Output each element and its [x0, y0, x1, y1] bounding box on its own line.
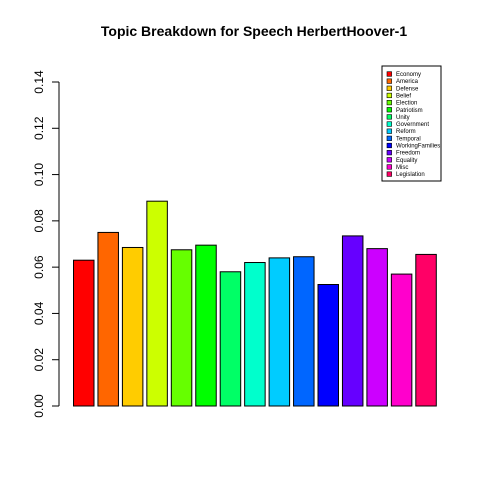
bars: [73, 200, 437, 407]
legend-item-workingfamilies: WorkingFamilies: [396, 144, 440, 150]
bar-unity: [219, 271, 242, 407]
legend-swatch: [386, 92, 392, 99]
legend-item-economy: Economy: [396, 72, 421, 78]
legend-item-misc: Misc: [396, 165, 408, 171]
legend-item-government: Government: [396, 122, 429, 128]
legend-swatch: [386, 85, 392, 91]
legend-item-defense: Defense: [396, 86, 419, 92]
legend-swatch: [386, 78, 392, 84]
legend-item-freedom: Freedom: [396, 151, 420, 157]
y-tick-label: 0.06: [32, 255, 46, 279]
legend-item-america: America: [396, 79, 419, 85]
legend-swatch: [386, 171, 392, 177]
bar-misc: [390, 273, 413, 407]
bar-temporal: [293, 256, 315, 407]
y-tick-label: 0.02: [32, 348, 46, 372]
bar-belief: [146, 200, 168, 407]
y-tick-label: 0.00: [32, 394, 46, 418]
chart-title: Topic Breakdown for Speech HerbertHoover…: [101, 23, 407, 39]
bar-defense: [121, 246, 144, 407]
legend-swatch: [386, 121, 392, 127]
legend-swatch: [386, 164, 392, 170]
legend-swatch: [386, 107, 392, 113]
y-tick-label: 0.14: [32, 70, 46, 94]
bar-legislation: [415, 253, 437, 407]
y-tick-label: 0.04: [32, 301, 46, 325]
legend-item-temporal: Temporal: [396, 136, 421, 142]
legend-swatch: [386, 135, 392, 141]
legend-item-belief: Belief: [396, 93, 411, 99]
bar-government: [244, 262, 266, 407]
legend-item-reform: Reform: [396, 129, 416, 135]
bar-patriotism: [195, 244, 217, 407]
bar-election: [170, 249, 193, 407]
bar-equality: [366, 248, 388, 407]
bar-freedom: [341, 235, 364, 407]
legend-item-election: Election: [396, 101, 417, 107]
legend-item-patriotism: Patriotism: [396, 108, 423, 114]
bar-reform: [268, 257, 291, 407]
bar-workingfamilies: [317, 284, 339, 407]
y-axis: 0.00 0.02 0.04 0.06 0.08 0.10 0.12 0.14: [32, 70, 60, 418]
legend-swatch: [386, 128, 392, 134]
y-tick-label: 0.10: [32, 163, 46, 187]
y-tick-label: 0.12: [32, 116, 46, 140]
legend-swatch: [386, 114, 392, 120]
legend-swatch: [386, 142, 392, 149]
bar-america: [97, 231, 119, 407]
bar-economy: [73, 259, 95, 407]
legend-swatch: [386, 150, 392, 156]
legend-swatch: [386, 71, 392, 77]
legend-item-legislation: Legislation: [396, 172, 425, 178]
y-tick-label: 0.08: [32, 209, 46, 233]
legend-item-equality: Equality: [396, 158, 417, 164]
legend-item-unity: Unity: [396, 115, 410, 121]
legend-swatch: [386, 100, 392, 106]
legend-swatch: [386, 157, 392, 163]
